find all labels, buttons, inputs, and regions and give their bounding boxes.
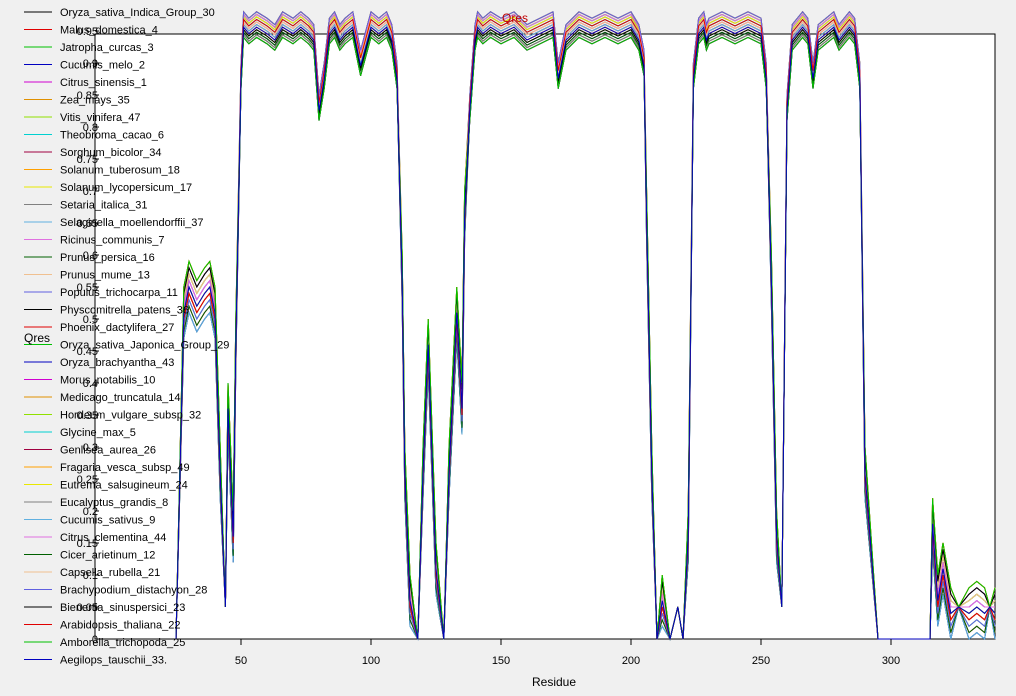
series-line [175, 36, 996, 640]
x-tick-label: 300 [882, 655, 900, 667]
legend-entry: Glycine_max_5 [60, 427, 136, 439]
y-axis: 0 0.05 0.1 0.15 0.2 0.25 0.3 0.35 0.4 0.45 0.5 0.55… [77, 26, 99, 646]
y-tick-label: 0.8 [83, 122, 98, 134]
plot-area [94, 33, 996, 640]
series-line [175, 25, 996, 640]
series-line [175, 30, 996, 641]
legend-entry: Fragaria_vesca_subsp_49 [60, 462, 190, 474]
y-tick-label: 0.95 [77, 26, 98, 38]
legend-entry: Solanum_lycopersicum_17 [60, 182, 192, 194]
x-tick-label: 150 [492, 655, 510, 667]
y-tick-label: 0 [92, 634, 98, 646]
legend-entry: Cucumis_sativus_9 [60, 515, 155, 527]
legend-entry: Cucumis_melo_2 [60, 60, 145, 72]
y-tick-label: 0.15 [77, 538, 98, 550]
y-tick-label: 0.4 [83, 378, 98, 390]
y-tick-label: 0.1 [83, 570, 98, 582]
y-tick-label: 0.55 [77, 282, 98, 294]
legend-entry: Setaria_italica_31 [60, 200, 147, 212]
legend-entry: Arabidopsis_thaliana_22 [60, 620, 180, 632]
x-axis: 50 100 150 200 250 300 [235, 639, 900, 667]
x-tick-label: 250 [752, 655, 770, 667]
legend-entry: Prunus_mume_13 [60, 270, 150, 282]
legend-entry: Oryza_sativa_Japonica_Group_29 [60, 340, 229, 352]
legend-entry: Capsella_rubella_21 [60, 567, 160, 579]
legend-entry: Citrus_clementina_44 [60, 532, 166, 544]
legend-entry: Brachypodium_distachyon_28 [60, 585, 207, 597]
x-axis-label: Residue [532, 675, 576, 689]
x-tick-label: 100 [362, 655, 380, 667]
y-axis-label: Qres [24, 331, 50, 345]
legend-entry: Aegilops_tauschii_33. [60, 655, 167, 667]
y-tick-label: 0.35 [77, 410, 98, 422]
series-line [175, 18, 996, 640]
legend-entry: Oryza_sativa_Indica_Group_30 [60, 7, 215, 19]
legend-entry: Bienertia_sinuspersici_23 [60, 602, 185, 614]
chart-title: Qres [502, 11, 528, 25]
y-tick-label: 0.75 [77, 154, 98, 166]
legend-entry: Populus_trichocarpa_11 [60, 287, 178, 299]
y-tick-label: 0.65 [77, 218, 98, 230]
legend-entry: Malus_domestica_4 [60, 25, 158, 37]
legend-entry: Zea_mays_35 [60, 95, 130, 107]
legend-entry: Eucalyptus_grandis_8 [60, 497, 168, 509]
legend-entry: Prunus_persica_16 [60, 252, 155, 264]
y-tick-label: 0.9 [83, 58, 98, 70]
legend-entry: Oryza_brachyantha_43 [60, 357, 174, 369]
series-layer [175, 10, 996, 641]
legend-entry: Vitis_vinifera_47 [60, 112, 141, 124]
legend: Oryza_sativa_Indica_Group_30 Malus_domest… [24, 7, 229, 667]
series-line [175, 10, 996, 641]
legend-entry: Morus_notabilis_10 [60, 375, 155, 387]
y-tick-label: 0.7 [83, 186, 98, 198]
legend-entry: Medicago_truncatula_14 [60, 392, 180, 404]
series-line [175, 23, 996, 641]
y-tick-label: 0.6 [83, 250, 98, 262]
legend-entry: Phoenix_dactylifera_27 [60, 322, 174, 334]
legend-entry: Eutrema_salsugineum_24 [60, 480, 188, 492]
y-tick-label: 0.25 [77, 474, 98, 486]
legend-entry: Selaginella_moellendorffii_37 [60, 217, 204, 229]
y-tick-label: 0.85 [77, 90, 98, 102]
legend-entry: Physcomitrella_patens_36 [60, 305, 189, 317]
legend-entry: Theobroma_cacao_6 [60, 130, 164, 142]
legend-entry: Solanum_tuberosum_18 [60, 165, 180, 177]
legend-entry: Citrus_sinensis_1 [60, 77, 147, 89]
y-tick-label: 0.05 [77, 602, 98, 614]
legend-entry: Cicer_arietinum_12 [60, 550, 155, 562]
y-tick-label: 0.3 [83, 442, 98, 454]
legend-entry: Ricinus_communis_7 [60, 235, 165, 247]
legend-entry: Hordeum_vulgare_subsp_32 [60, 410, 201, 422]
y-tick-label: 0.2 [83, 506, 98, 518]
y-tick-label: 0.5 [83, 314, 98, 326]
legend-entry: Genlisea_aurea_26 [60, 445, 156, 457]
legend-entry: Jatropha_curcas_3 [60, 42, 154, 54]
y-tick-label: 0.45 [77, 346, 98, 358]
series-line [175, 13, 995, 640]
legend-entry: Amborella_trichopoda_25 [60, 637, 185, 649]
x-tick-label: 200 [622, 655, 640, 667]
x-tick-label: 50 [235, 655, 247, 667]
legend-entry: Sorghum_bicolor_34 [60, 147, 162, 159]
